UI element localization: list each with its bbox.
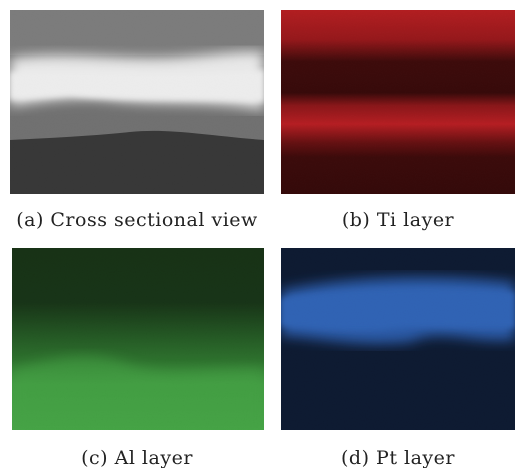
caption: (d) Pt layer bbox=[281, 447, 515, 468]
image-cross-section bbox=[10, 10, 264, 194]
image-pt bbox=[281, 248, 515, 430]
image-ti bbox=[281, 10, 515, 194]
caption: (c) Al layer bbox=[6, 447, 268, 468]
figure: (a) Cross sectional view (b) Ti layer (c… bbox=[0, 0, 520, 468]
image-al bbox=[12, 248, 264, 430]
caption: (b) Ti layer bbox=[281, 209, 515, 231]
caption: (a) Cross sectional view bbox=[6, 209, 268, 231]
